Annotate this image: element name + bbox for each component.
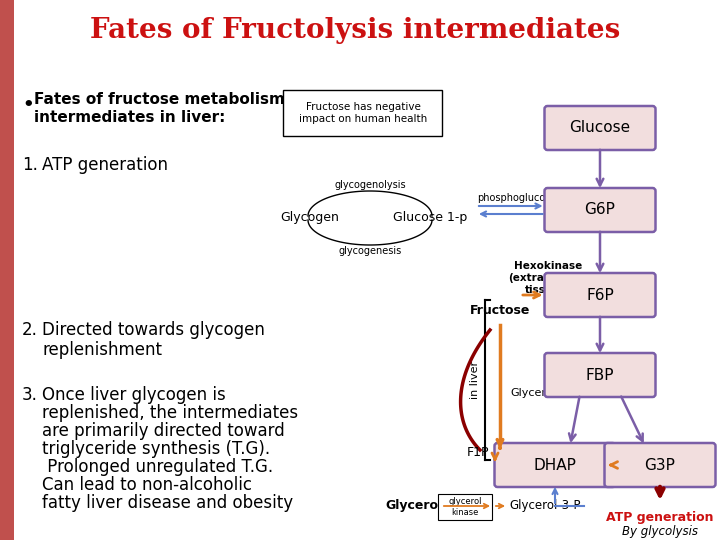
Text: F1P: F1P xyxy=(467,447,490,460)
Text: glycogenolysis: glycogenolysis xyxy=(334,180,406,190)
Text: phosphoglucomutase: phosphoglucomutase xyxy=(477,193,582,203)
Text: intermediates in liver:: intermediates in liver: xyxy=(34,111,225,125)
Text: Directed towards glycogen: Directed towards glycogen xyxy=(42,321,265,339)
FancyBboxPatch shape xyxy=(438,494,492,520)
Bar xyxy=(0,0,14,540)
Text: Glucose 1-p: Glucose 1-p xyxy=(393,212,467,225)
FancyBboxPatch shape xyxy=(544,106,655,150)
Text: Glucose: Glucose xyxy=(570,120,631,136)
Text: Glycerol-3-P: Glycerol-3-P xyxy=(509,500,581,512)
FancyBboxPatch shape xyxy=(283,90,442,136)
Text: ATP generation: ATP generation xyxy=(42,156,168,174)
FancyBboxPatch shape xyxy=(495,443,616,487)
Text: Can lead to non-alcoholic: Can lead to non-alcoholic xyxy=(42,476,252,494)
Text: F6P: F6P xyxy=(586,287,614,302)
Text: By glycolysis: By glycolysis xyxy=(622,525,698,538)
Text: Hexokinase
(extrahepatic
tissues): Hexokinase (extrahepatic tissues) xyxy=(508,261,588,295)
Text: DHAP: DHAP xyxy=(534,457,577,472)
Text: Fructose: Fructose xyxy=(470,303,530,316)
Text: •: • xyxy=(22,96,34,114)
Text: G3P: G3P xyxy=(644,457,675,472)
Text: G6P: G6P xyxy=(585,202,616,218)
Text: 1.: 1. xyxy=(22,156,38,174)
Text: Fructose has negative
impact on human health: Fructose has negative impact on human he… xyxy=(299,102,427,124)
FancyBboxPatch shape xyxy=(544,353,655,397)
Text: Once liver glycogen is: Once liver glycogen is xyxy=(42,386,226,404)
Text: Fates of fructose metabolism: Fates of fructose metabolism xyxy=(34,92,285,107)
Text: FBP: FBP xyxy=(586,368,614,382)
Text: replenishment: replenishment xyxy=(42,341,162,359)
Text: Prolonged unregulated T.G.: Prolonged unregulated T.G. xyxy=(42,458,273,476)
Text: 2.: 2. xyxy=(22,321,38,339)
Text: ATP generation: ATP generation xyxy=(606,511,714,524)
Text: triglyceride synthesis (T.G).: triglyceride synthesis (T.G). xyxy=(42,440,270,458)
Text: Fates of Fructolysis intermediates: Fates of Fructolysis intermediates xyxy=(90,17,620,44)
Text: 3.: 3. xyxy=(22,386,38,404)
Text: Glyceraldehyde: Glyceraldehyde xyxy=(510,388,598,398)
Text: are primarily directed toward: are primarily directed toward xyxy=(42,422,284,440)
Text: fatty liver disease and obesity: fatty liver disease and obesity xyxy=(42,494,293,512)
Text: Glycogen: Glycogen xyxy=(281,212,339,225)
Text: in liver: in liver xyxy=(470,361,480,399)
Text: Glycerol: Glycerol xyxy=(385,500,443,512)
FancyBboxPatch shape xyxy=(544,273,655,317)
Text: replenished, the intermediates: replenished, the intermediates xyxy=(42,404,298,422)
Text: glycogenesis: glycogenesis xyxy=(338,246,402,256)
FancyBboxPatch shape xyxy=(544,188,655,232)
FancyBboxPatch shape xyxy=(605,443,716,487)
Text: glycerol
kinase: glycerol kinase xyxy=(449,497,482,517)
